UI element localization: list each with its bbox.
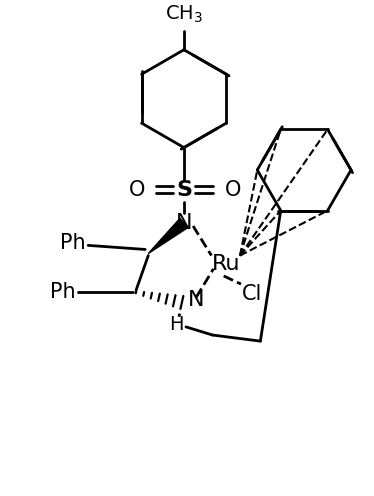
Text: S: S — [176, 181, 192, 200]
Polygon shape — [148, 218, 188, 253]
Text: H: H — [169, 315, 184, 334]
Text: N: N — [188, 290, 205, 310]
Text: CH$_3$: CH$_3$ — [165, 4, 203, 25]
Text: O: O — [225, 181, 241, 200]
Text: O: O — [129, 181, 145, 200]
Text: Ph: Ph — [60, 233, 86, 253]
Text: Ru: Ru — [211, 254, 240, 274]
Text: Cl: Cl — [242, 284, 263, 304]
Text: Ph: Ph — [50, 282, 76, 302]
Text: N: N — [176, 213, 192, 233]
